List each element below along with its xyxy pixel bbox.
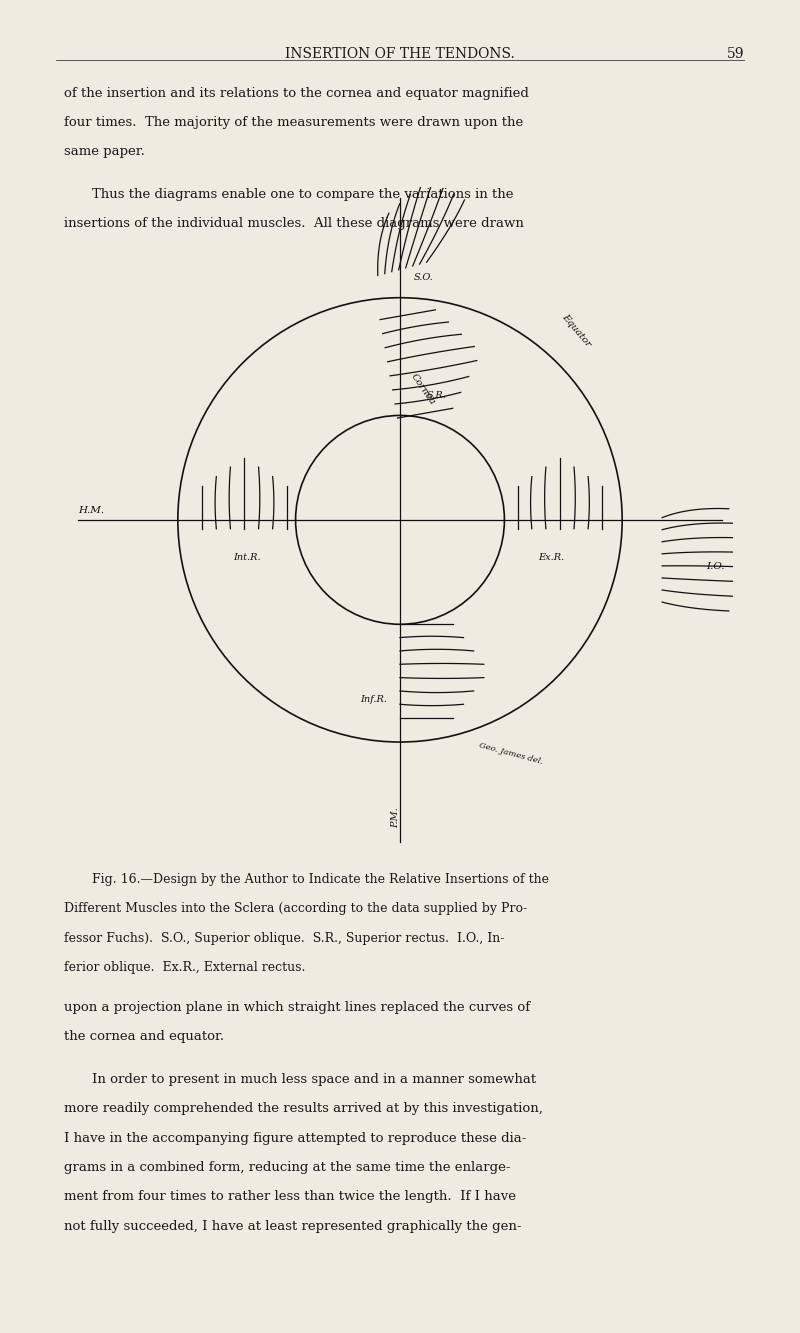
Text: ferior oblique.  Ex.R., External rectus.: ferior oblique. Ex.R., External rectus. <box>64 961 306 974</box>
Text: S.O.: S.O. <box>414 273 434 283</box>
Text: Thus the diagrams enable one to compare the variations in the: Thus the diagrams enable one to compare … <box>92 188 514 201</box>
Text: Int.R.: Int.R. <box>234 553 261 563</box>
Text: In order to present in much less space and in a manner somewhat: In order to present in much less space a… <box>92 1073 536 1086</box>
Text: Ex.R.: Ex.R. <box>538 553 564 563</box>
Text: I.O.: I.O. <box>706 561 725 571</box>
Text: S.R.: S.R. <box>426 391 446 400</box>
Text: Cornea: Cornea <box>409 372 437 407</box>
Text: of the insertion and its relations to the cornea and equator magnified: of the insertion and its relations to th… <box>64 87 529 100</box>
Text: Different Muscles into the Sclera (according to the data supplied by Pro-: Different Muscles into the Sclera (accor… <box>64 902 527 916</box>
Text: insertions of the individual muscles.  All these diagrams were drawn: insertions of the individual muscles. Al… <box>64 217 524 231</box>
Text: same paper.: same paper. <box>64 145 145 159</box>
Text: Geo. James del.: Geo. James del. <box>478 741 543 766</box>
Text: the cornea and equator.: the cornea and equator. <box>64 1030 224 1044</box>
Text: Fig. 16.—Design by the Author to Indicate the Relative Insertions of the: Fig. 16.—Design by the Author to Indicat… <box>92 873 549 886</box>
Text: fessor Fuchs).  S.O., Superior oblique.  S.R., Superior rectus.  I.O., In-: fessor Fuchs). S.O., Superior oblique. S… <box>64 932 504 945</box>
Text: four times.  The majority of the measurements were drawn upon the: four times. The majority of the measurem… <box>64 116 523 129</box>
Text: grams in a combined form, reducing at the same time the enlarge-: grams in a combined form, reducing at th… <box>64 1161 510 1174</box>
Text: Equator: Equator <box>560 312 593 349</box>
Text: H.M.: H.M. <box>78 507 104 516</box>
Text: more readily comprehended the results arrived at by this investigation,: more readily comprehended the results ar… <box>64 1102 543 1116</box>
Text: INSERTION OF THE TENDONS.: INSERTION OF THE TENDONS. <box>285 47 515 61</box>
Text: Inf.R.: Inf.R. <box>360 694 387 704</box>
Text: I have in the accompanying figure attempted to reproduce these dia-: I have in the accompanying figure attemp… <box>64 1132 526 1145</box>
Text: 59: 59 <box>726 47 744 61</box>
Text: ment from four times to rather less than twice the length.  If I have: ment from four times to rather less than… <box>64 1190 516 1204</box>
Text: upon a projection plane in which straight lines replaced the curves of: upon a projection plane in which straigh… <box>64 1001 530 1014</box>
Text: not fully succeeded, I have at least represented graphically the gen-: not fully succeeded, I have at least rep… <box>64 1220 522 1233</box>
Text: P.M.: P.M. <box>391 808 400 829</box>
